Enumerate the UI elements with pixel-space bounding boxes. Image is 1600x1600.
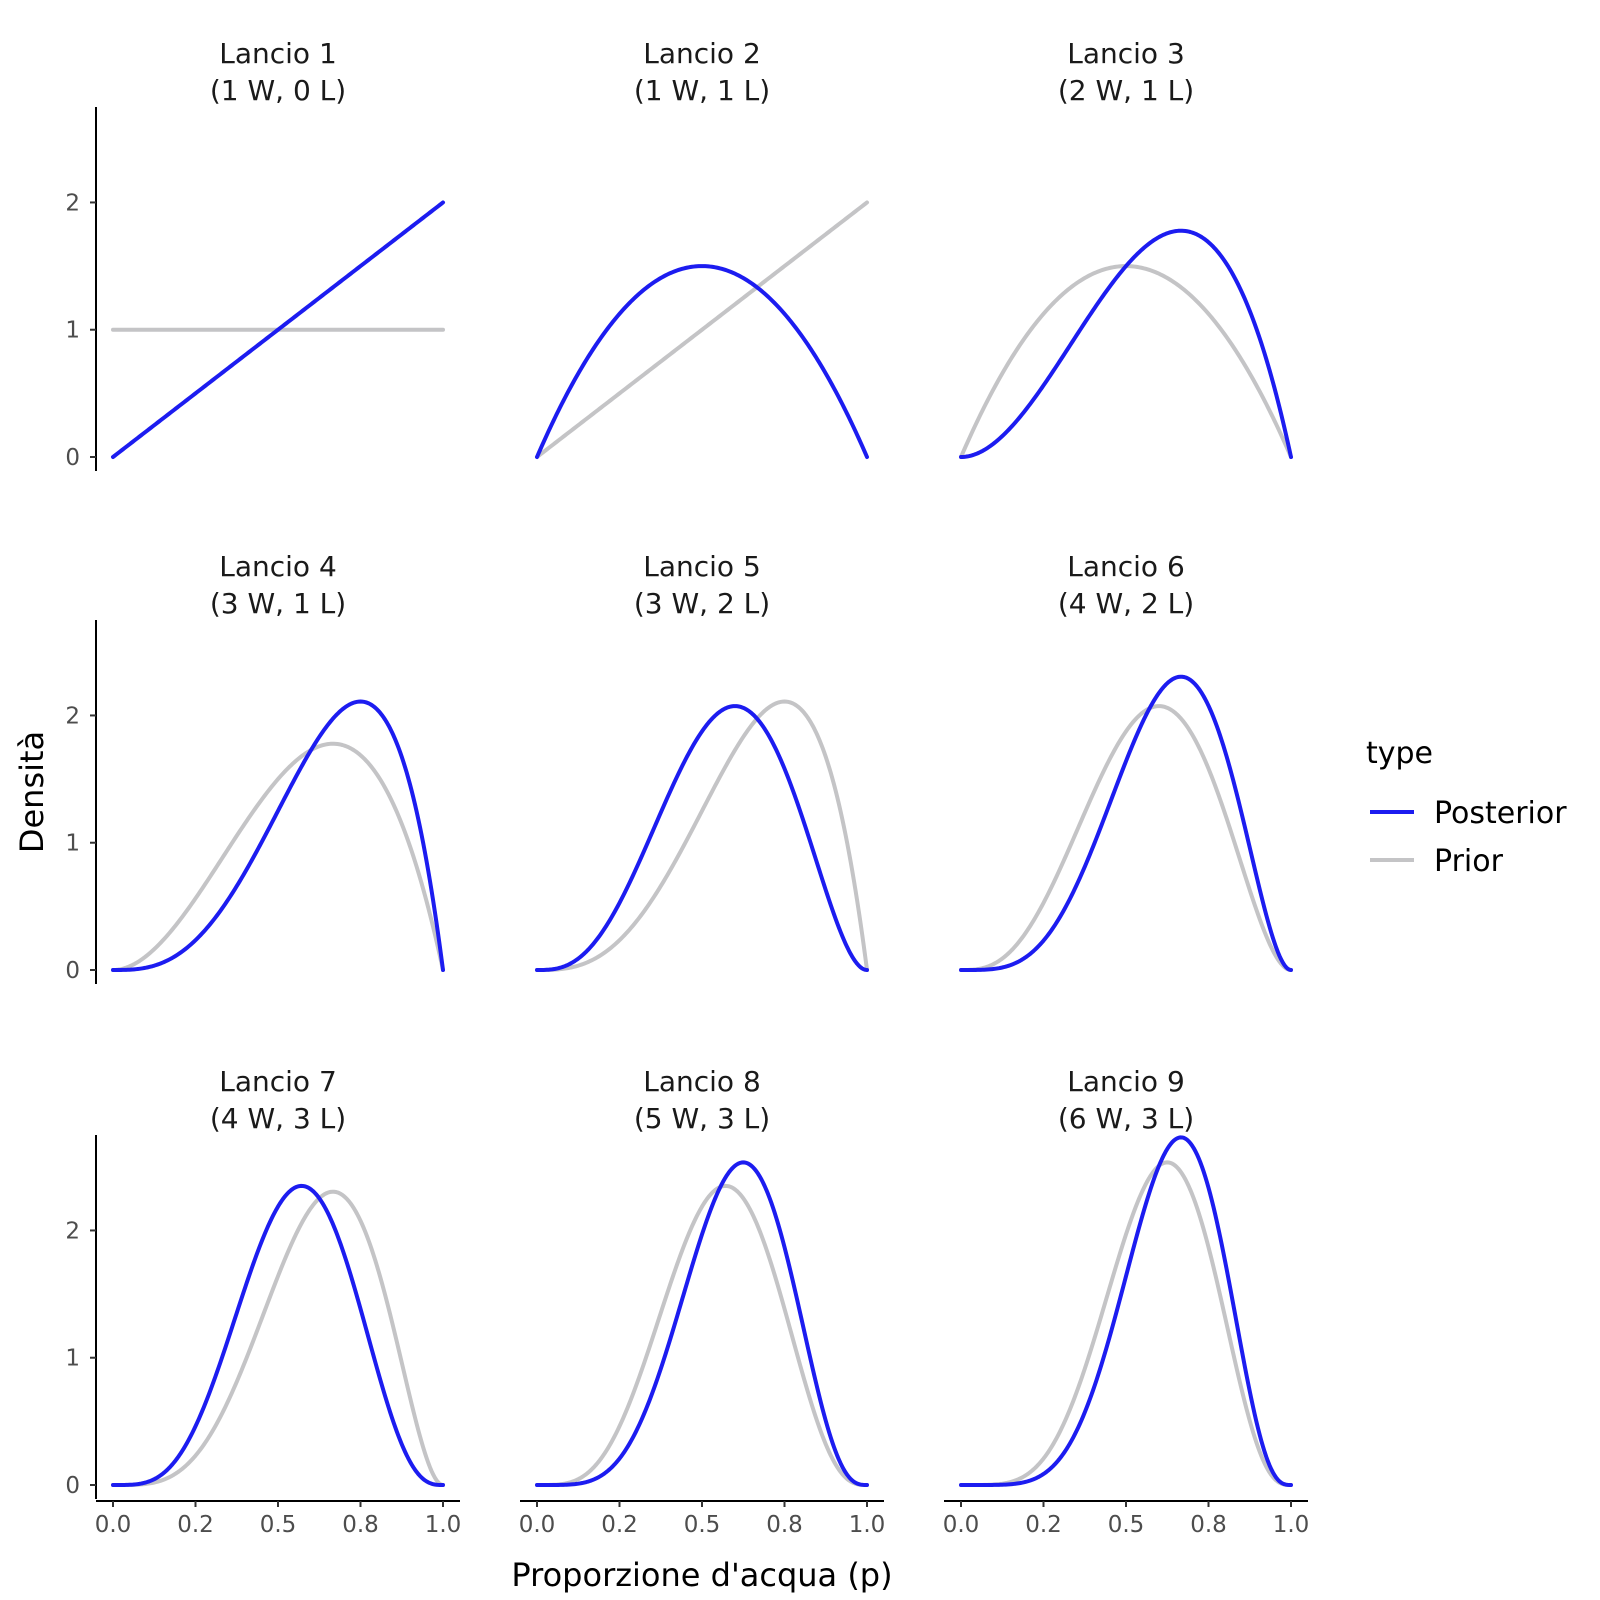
panel-7-title: Lancio 7: [219, 1065, 337, 1098]
panel-5-prior-line: [535, 699, 869, 972]
y-axis-title: Densità: [13, 731, 51, 853]
panel-7-subtitle: (4 W, 3 L): [210, 1102, 346, 1135]
panel-5-subtitle: (3 W, 2 L): [634, 587, 770, 620]
panel-5: Lancio 5 (3 W, 2 L): [535, 550, 869, 972]
panel-7-x-tick-label-2: 0.5: [260, 1512, 297, 1538]
panel-5-title: Lancio 5: [643, 550, 761, 583]
panel-4-y-tick-label-2: 2: [65, 703, 80, 729]
panel-7-x-tick-label-1: 0.2: [177, 1512, 214, 1538]
panel-8-prior-line: [535, 1183, 869, 1487]
panel-4-y-tick-label-0: 0: [65, 958, 80, 984]
panel-6-title: Lancio 6: [1067, 550, 1185, 583]
panel-6-subtitle: (4 W, 2 L): [1058, 587, 1194, 620]
panel-9-posterior-line: [959, 1135, 1293, 1487]
panel-3: Lancio 3 (2 W, 1 L): [959, 37, 1293, 459]
panel-7-x-tick-label-4: 1.0: [425, 1512, 462, 1538]
panel-9-x-tick-label-1: 0.2: [1025, 1512, 1062, 1538]
legend-label-posterior: Posterior: [1434, 796, 1567, 831]
legend-title: type: [1366, 736, 1433, 771]
x-axis-title: Proporzione d'acqua (p): [511, 1556, 892, 1594]
panel-8-posterior-line: [535, 1160, 869, 1487]
panel-8-x-tick-label-2: 0.5: [684, 1512, 721, 1538]
panel-1-y-tick-label-0: 0: [65, 445, 80, 471]
panel-9-x-tick-label-0: 0.0: [943, 1512, 980, 1538]
panel-1-y-tick-label-1: 1: [65, 318, 80, 344]
panel-7-posterior-line: [111, 1183, 445, 1487]
panel-9-x-tick-label-4: 1.0: [1273, 1512, 1310, 1538]
panel-2-prior-line: [535, 200, 869, 459]
panel-7-x-tick-label-3: 0.8: [342, 1512, 379, 1538]
panel-7-x-tick-label-0: 0.0: [95, 1512, 132, 1538]
panel-7-y-tick-label-0: 0: [65, 1473, 80, 1499]
panel-9-prior-line: [959, 1160, 1293, 1487]
panel-9: Lancio 9 (6 W, 3 L) 0.0 0.2 0.5 0.8 1.0: [943, 1065, 1310, 1538]
panel-5-posterior-line: [535, 704, 869, 972]
panel-8-x-tick-label-3: 0.8: [766, 1512, 803, 1538]
panel-8-title: Lancio 8: [643, 1065, 761, 1098]
panel-3-subtitle: (2 W, 1 L): [1058, 74, 1194, 107]
panel-4-subtitle: (3 W, 1 L): [210, 587, 346, 620]
panel-3-posterior-line: [959, 228, 1293, 459]
panel-9-title: Lancio 9: [1067, 1065, 1185, 1098]
panel-4-title: Lancio 4: [219, 550, 337, 583]
panel-9-x-tick-label-3: 0.8: [1190, 1512, 1227, 1538]
panel-1-posterior-line: [111, 200, 445, 459]
panel-4-y-tick-label-1: 1: [65, 831, 80, 857]
panel-4: Lancio 4 (3 W, 1 L) 0 1 2: [65, 550, 445, 984]
panel-8-x-tick-label-1: 0.2: [601, 1512, 638, 1538]
panel-7-prior-line: [111, 1189, 445, 1487]
panel-4-posterior-line: [111, 699, 445, 972]
panel-3-title: Lancio 3: [1067, 37, 1185, 70]
panel-2: Lancio 2 (1 W, 1 L): [535, 37, 869, 459]
panel-8-subtitle: (5 W, 3 L): [634, 1102, 770, 1135]
panel-7-y-tick-label-1: 1: [65, 1346, 80, 1372]
panel-8-x-tick-label-0: 0.0: [519, 1512, 556, 1538]
panel-4-prior-line: [111, 741, 445, 972]
panel-2-title: Lancio 2: [643, 37, 761, 70]
panel-7: Lancio 7 (4 W, 3 L) 0 1 2 0.0 0.2 0.5 0.8 1.0: [65, 1065, 461, 1538]
panel-8-x-tick-label-4: 1.0: [849, 1512, 886, 1538]
panel-6: Lancio 6 (4 W, 2 L): [959, 550, 1293, 972]
legend-label-prior: Prior: [1434, 844, 1504, 879]
legend: type Posterior Prior: [1366, 736, 1567, 879]
panel-2-posterior-line: [535, 264, 869, 459]
panel-1-y-tick-label-2: 2: [65, 190, 80, 216]
panel-9-x-tick-label-2: 0.5: [1108, 1512, 1145, 1538]
panel-2-subtitle: (1 W, 1 L): [634, 74, 770, 107]
panel-6-prior-line: [959, 704, 1293, 972]
panel-8: Lancio 8 (5 W, 3 L) 0.0 0.2 0.5 0.8 1.0: [519, 1065, 886, 1538]
panel-1: Lancio 1 (1 W, 0 L) 0 1 2: [65, 37, 445, 471]
panel-9-subtitle: (6 W, 3 L): [1058, 1102, 1194, 1135]
panel-1-title: Lancio 1: [219, 37, 337, 70]
panel-7-y-tick-label-2: 2: [65, 1218, 80, 1244]
panel-6-posterior-line: [959, 674, 1293, 972]
panel-1-subtitle: (1 W, 0 L): [210, 74, 346, 107]
